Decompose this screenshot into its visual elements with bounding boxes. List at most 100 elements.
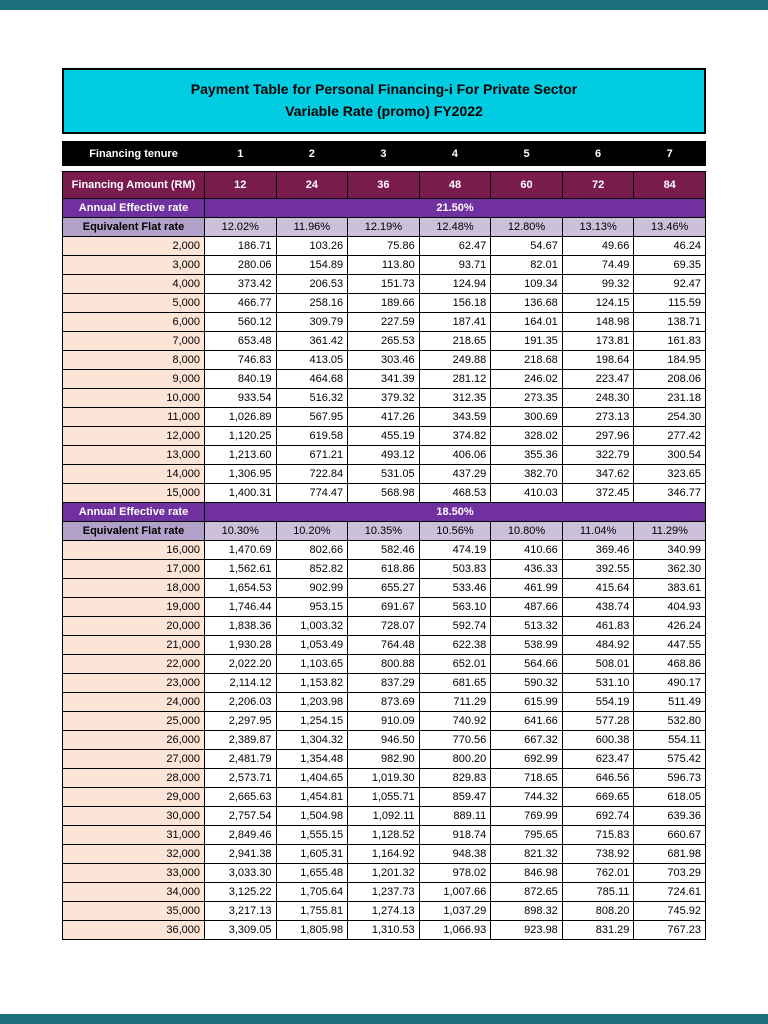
flat-rate-value: 11.04% — [561, 521, 635, 541]
payment-cell: 281.12 — [418, 369, 492, 389]
payment-row: 28,000 2,573.71 1,404.65 1,019.30 829.83 718.… — [62, 768, 706, 788]
payment-cell: 1,605.31 — [275, 844, 349, 864]
page-top-band — [0, 0, 768, 10]
effective-rate-row: Annual Effective rate 21.50% — [62, 198, 706, 218]
payment-cell: 577.28 — [561, 711, 635, 731]
payment-cell: 341.39 — [347, 369, 420, 389]
payment-cell: 852.82 — [275, 559, 349, 579]
financing-amount-cell: 16,000 — [62, 540, 205, 560]
flat-rate-value: 13.46% — [633, 217, 706, 237]
payment-cell: 369.46 — [561, 540, 635, 560]
payment-cell: 3,217.13 — [204, 901, 277, 921]
payment-cell: 109.34 — [490, 274, 563, 294]
payment-cell: 623.47 — [561, 749, 635, 769]
payment-cell: 740.92 — [418, 711, 492, 731]
payment-cell: 513.32 — [490, 616, 563, 636]
financing-amount-cell: 25,000 — [62, 711, 205, 731]
payment-cell: 474.19 — [418, 540, 492, 560]
payment-row: 35,000 3,217.13 1,755.81 1,274.13 1,037.29 89… — [62, 901, 706, 921]
tenure-value: 2 — [275, 141, 349, 166]
payment-cell: 596.73 — [633, 768, 706, 788]
payment-cell: 582.46 — [347, 540, 420, 560]
payment-cell: 343.59 — [418, 407, 492, 427]
payment-cell: 918.74 — [418, 825, 492, 845]
payment-cell: 802.66 — [275, 540, 349, 560]
payment-cell: 2,297.95 — [204, 711, 277, 731]
payment-cell: 173.81 — [561, 331, 635, 351]
payment-cell: 840.19 — [204, 369, 277, 389]
payment-cell: 1,304.32 — [275, 730, 349, 750]
payment-cell: 280.06 — [204, 255, 277, 275]
payment-cell: 1,055.71 — [347, 787, 420, 807]
financing-amount-cell: 34,000 — [62, 882, 205, 902]
payment-cell: 655.27 — [347, 578, 420, 598]
payment-cell: 837.29 — [347, 673, 420, 693]
payment-cell: 762.01 — [561, 863, 635, 883]
financing-amount-cell: 13,000 — [62, 445, 205, 465]
payment-cell: 1,128.52 — [347, 825, 420, 845]
payment-cell: 1,654.53 — [204, 578, 277, 598]
payment-row: 20,000 1,838.36 1,003.32 728.07 592.74 513.32… — [62, 616, 706, 636]
payment-cell: 872.65 — [490, 882, 563, 902]
title-line-1: Payment Table for Personal Financing-i F… — [190, 81, 578, 98]
payment-row: 27,000 2,481.79 1,354.48 982.90 800.20 692.99… — [62, 749, 706, 769]
payment-cell: 946.50 — [347, 730, 420, 750]
payment-cell: 933.54 — [204, 388, 277, 408]
payment-row: 19,000 1,746.44 953.15 691.67 563.10 487.66 43… — [62, 597, 706, 617]
payment-cell: 622.38 — [418, 635, 492, 655]
payment-cell: 151.73 — [347, 274, 420, 294]
tenure-value: 5 — [490, 141, 563, 166]
payment-cell: 417.26 — [347, 407, 420, 427]
payment-cell: 639.36 — [633, 806, 706, 826]
payment-cell: 265.53 — [347, 331, 420, 351]
payment-cell: 770.56 — [418, 730, 492, 750]
payment-cell: 74.49 — [561, 255, 635, 275]
payment-cell: 69.35 — [633, 255, 706, 275]
financing-amount-cell: 23,000 — [62, 673, 205, 693]
payment-cell: 436.33 — [490, 559, 563, 579]
payment-cell: 362.30 — [633, 559, 706, 579]
payment-row: 32,000 2,941.38 1,605.31 1,164.92 948.38 821.… — [62, 844, 706, 864]
payment-row: 5,000 466.77 258.16 189.66 156.18 136.68 124.1… — [62, 293, 706, 313]
payment-row: 8,000 746.83 413.05 303.46 249.88 218.68 198.6… — [62, 350, 706, 370]
financing-amount-cell: 27,000 — [62, 749, 205, 769]
payment-row: 15,000 1,400.31 774.47 568.98 468.53 410.03 37… — [62, 483, 706, 503]
payment-cell: 187.41 — [418, 312, 492, 332]
payment-cell: 1,470.69 — [204, 540, 277, 560]
payment-cell: 62.47 — [418, 236, 492, 256]
payment-cell: 873.69 — [347, 692, 420, 712]
payment-row: 23,000 2,114.12 1,153.82 837.29 681.65 590.32… — [62, 673, 706, 693]
payment-cell: 254.30 — [633, 407, 706, 427]
tenure-value: 3 — [347, 141, 420, 166]
payment-cell: 1,092.11 — [347, 806, 420, 826]
payment-row: 13,000 1,213.60 671.21 493.12 406.06 355.36 32… — [62, 445, 706, 465]
payment-cell: 1,153.82 — [275, 673, 349, 693]
payment-cell: 745.92 — [633, 901, 706, 921]
payment-cell: 1,007.66 — [418, 882, 492, 902]
payment-cell: 124.94 — [418, 274, 492, 294]
financing-amount-label: Financing Amount (RM) — [62, 171, 205, 199]
payment-row: 25,000 2,297.95 1,254.15 910.09 740.92 641.66… — [62, 711, 706, 731]
payment-cell: 711.29 — [418, 692, 492, 712]
months-value: 72 — [561, 171, 635, 199]
payment-cell: 410.03 — [490, 483, 563, 503]
payment-cell: 511.49 — [633, 692, 706, 712]
flat-rate-value: 11.29% — [633, 521, 706, 541]
payment-cell: 231.18 — [633, 388, 706, 408]
payment-cell: 831.29 — [561, 920, 635, 940]
payment-cell: 1,504.98 — [275, 806, 349, 826]
payment-cell: 728.07 — [347, 616, 420, 636]
payment-cell: 46.24 — [633, 236, 706, 256]
flat-rate-value: 12.19% — [347, 217, 420, 237]
payment-cell: 164.01 — [490, 312, 563, 332]
payment-row: 6,000 560.12 309.79 227.59 187.41 164.01 148.9… — [62, 312, 706, 332]
effective-rate-value: 21.50% — [204, 198, 706, 218]
payment-cell: 426.24 — [633, 616, 706, 636]
title-box: Payment Table for Personal Financing-i F… — [62, 68, 706, 134]
payment-cell: 223.47 — [561, 369, 635, 389]
payment-row: 26,000 2,389.87 1,304.32 946.50 770.56 667.32… — [62, 730, 706, 750]
payment-cell: 154.89 — [275, 255, 349, 275]
payment-cell: 1,746.44 — [204, 597, 277, 617]
payment-table: Financing Amount (RM) 12 24 36 48 60 72 84 Annua… — [62, 171, 706, 940]
payment-cell: 1,037.29 — [418, 901, 492, 921]
